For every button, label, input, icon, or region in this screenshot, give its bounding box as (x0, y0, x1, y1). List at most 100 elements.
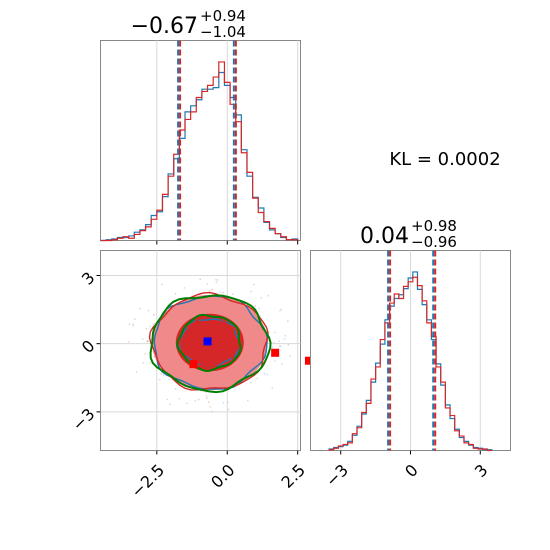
scatter-point (162, 374, 165, 376)
scatter-point (134, 318, 136, 321)
scatter-point (274, 360, 276, 362)
scatter-point (141, 338, 144, 340)
scatter-point (284, 334, 287, 337)
scatter-point (144, 353, 147, 355)
scatter-point (267, 294, 270, 297)
histogram-2-title-plus: +0.98 (411, 217, 457, 235)
scatter-point (174, 292, 177, 295)
scatter-point (142, 362, 144, 364)
scatter-point (273, 341, 275, 344)
scatter-point (283, 338, 286, 340)
contour-ytick-label-0: −3 (68, 404, 98, 434)
contour-x-ticks: −2.5 0.0 2.5 (127, 450, 309, 501)
scatter-point (216, 279, 219, 281)
scatter-point (197, 398, 200, 401)
histogram-2-series-1 (328, 276, 492, 452)
histogram-2-title-median: 0.04 (360, 224, 409, 249)
scatter-point (186, 402, 188, 405)
histogram-1-title-median: −0.67 (131, 14, 198, 39)
histogram-1-series-0 (100, 71, 299, 242)
scatter-point (258, 307, 261, 310)
contour-panel: −2.5 0.0 2.5 −3 0 3 (68, 250, 313, 501)
histogram-2-xtick-label-1: 0 (401, 460, 422, 481)
scatter-point (278, 340, 281, 342)
scatter-point (139, 307, 141, 310)
scatter-point (249, 381, 252, 384)
histogram-1-title-minus: −1.04 (200, 23, 246, 41)
scatter-point (169, 403, 171, 406)
scatter-point (227, 401, 229, 404)
scatter-point (199, 278, 201, 281)
histogram-panel-param1: −0.67 +0.94 −1.04 (100, 7, 301, 245)
scatter-point (266, 373, 269, 376)
scatter-point (153, 322, 155, 325)
marker-2 (271, 348, 280, 357)
scatter-point (206, 397, 208, 400)
marker-0 (203, 337, 212, 346)
scatter-point (274, 331, 276, 334)
scatter-point (194, 400, 197, 402)
scatter-point (287, 343, 290, 346)
histogram-2-xtick-label-0: −3 (322, 460, 352, 490)
scatter-point (247, 399, 249, 402)
scatter-point (174, 388, 177, 390)
scatter-point (168, 378, 170, 381)
scatter-point (263, 372, 266, 375)
scatter-point (145, 327, 148, 330)
contour-xtick-label-2: 2.5 (278, 460, 309, 491)
histogram-1-gridlines (156, 40, 299, 241)
scatter-point (178, 397, 181, 400)
scatter-point (128, 323, 131, 326)
scatter-point (153, 314, 155, 316)
histogram-2-xtick-label-2: 3 (471, 460, 492, 481)
histogram-2-gridlines (340, 250, 481, 451)
scatter-point (206, 283, 209, 285)
scatter-point (211, 288, 213, 291)
histogram-2-title-minus: −0.96 (411, 233, 457, 251)
scatter-point (250, 290, 252, 293)
scatter-point (147, 309, 150, 312)
scatter-point (222, 401, 225, 404)
histogram-2-quantile-lines (387, 250, 437, 451)
scatter-point (289, 355, 291, 358)
histogram-1-frame (100, 40, 301, 241)
scatter-point (279, 309, 281, 312)
scatter-point (254, 305, 257, 307)
kl-divergence-annotation: KL = 0.0002 (389, 149, 500, 170)
scatter-point (256, 377, 259, 380)
scatter-point (132, 323, 135, 326)
scatter-point (252, 283, 255, 286)
scatter-point (159, 378, 161, 381)
marker-1 (189, 360, 198, 369)
contour-xtick-label-1: 0.0 (207, 460, 238, 491)
scatter-point (281, 363, 283, 365)
scatter-point (128, 341, 130, 343)
histogram-2-series (328, 271, 493, 452)
scatter-point (209, 406, 211, 408)
histogram-1-series (100, 61, 299, 242)
scatter-point (222, 291, 224, 294)
histogram-1-quantile-lines (177, 40, 237, 241)
scatter-point (271, 346, 273, 349)
scatter-point (135, 371, 138, 373)
histogram-2-ticks: −3 0 3 (322, 450, 492, 490)
contour-ytick-label-1: 0 (78, 336, 99, 357)
marker-3 (304, 356, 313, 365)
histogram-1-title-plus: +0.94 (200, 7, 246, 25)
scatter-point (271, 387, 274, 389)
scatter-point (227, 408, 230, 411)
contour-line-red-3 (148, 291, 269, 391)
scatter-point (207, 401, 210, 403)
scatter-point (215, 278, 217, 281)
scatter-point (260, 296, 263, 299)
contour-line-green-4 (176, 313, 242, 373)
scatter-point (132, 325, 134, 327)
contour-markers (189, 337, 313, 369)
contour-y-ticks: −3 0 3 (68, 268, 101, 435)
contour-ytick-label-2: 3 (78, 268, 99, 289)
scatter-point (219, 291, 221, 293)
scatter-point (210, 410, 213, 413)
scatter-point (183, 287, 186, 289)
histogram-1-series-1 (100, 61, 299, 242)
scatter-point (280, 308, 283, 311)
